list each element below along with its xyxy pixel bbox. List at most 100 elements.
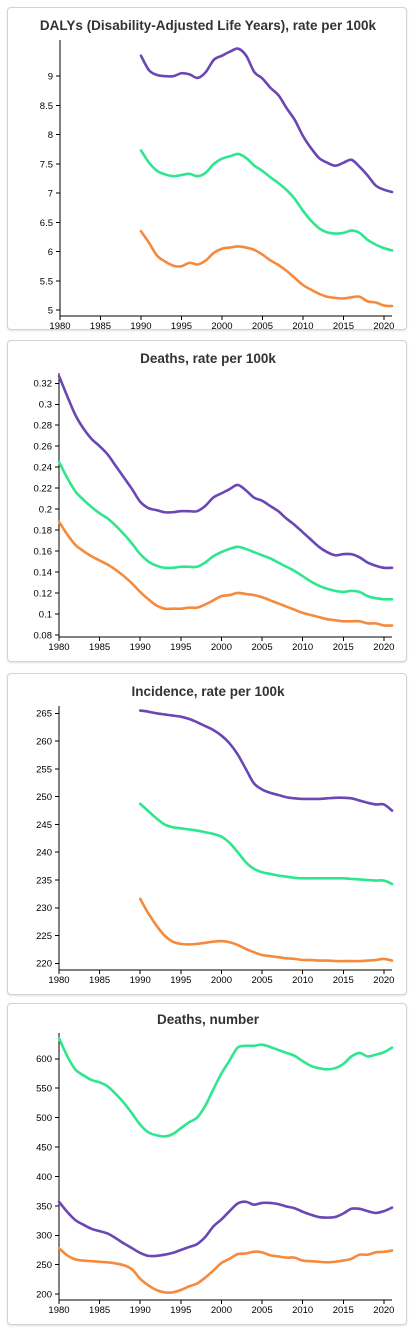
x-tick-label: 1990 bbox=[130, 321, 151, 330]
y-tick-label: 0.08 bbox=[34, 630, 53, 641]
y-tick-label: 0.18 bbox=[34, 525, 53, 536]
y-tick-label: 9 bbox=[48, 72, 53, 83]
x-tick-label: 2000 bbox=[211, 1305, 232, 1316]
x-tick-label: 2005 bbox=[251, 975, 272, 986]
dalys-chart: DALYs (Disability-Adjusted Life Years), … bbox=[40, 18, 395, 330]
purple-series-line bbox=[138, 709, 394, 812]
x-tick-label: 2015 bbox=[333, 1305, 354, 1316]
x-tick-label: 2015 bbox=[333, 975, 354, 986]
y-tick-label: 235 bbox=[36, 875, 52, 886]
x-tick-label: 2010 bbox=[292, 321, 313, 330]
x-tick-label: 1980 bbox=[49, 321, 70, 330]
y-tick-label: 0.16 bbox=[34, 546, 53, 557]
dalys-chart-panel: DALYs (Disability-Adjusted Life Years), … bbox=[7, 7, 407, 330]
x-tick-label: 1995 bbox=[170, 642, 191, 653]
purple-series-line bbox=[139, 47, 394, 194]
x-tick-label: 2020 bbox=[373, 321, 394, 330]
x-tick-label: 1990 bbox=[130, 975, 151, 986]
orange-series-line bbox=[57, 520, 394, 627]
y-tick-label: 600 bbox=[36, 1054, 52, 1065]
x-tick-label: 1980 bbox=[48, 975, 69, 986]
deaths-rate-chart-panel: Deaths, rate per 100k 1980 1985 1990 1995 200… bbox=[7, 340, 407, 662]
y-tick-label: 7 bbox=[48, 189, 53, 200]
y-tick-label: 350 bbox=[36, 1201, 52, 1212]
x-tick-label: 1980 bbox=[48, 642, 69, 653]
chart-title: Deaths, rate per 100k bbox=[140, 351, 276, 366]
x-tick-label: 1995 bbox=[171, 321, 192, 330]
x-tick-label: 2010 bbox=[292, 975, 313, 986]
y-tick-label: 0.24 bbox=[34, 463, 53, 474]
y-tick-label: 500 bbox=[36, 1113, 52, 1124]
green-series-line bbox=[57, 460, 394, 601]
x-tick-label: 2015 bbox=[333, 321, 354, 330]
y-tick-label: 0.32 bbox=[34, 379, 53, 390]
x-tick-label: 1990 bbox=[130, 1305, 151, 1316]
y-tick-label: 0.12 bbox=[34, 588, 53, 599]
y-tick-label: 220 bbox=[36, 959, 52, 970]
x-tick-label: 1985 bbox=[89, 1305, 110, 1316]
y-tick-label: 250 bbox=[36, 1260, 52, 1271]
purple-series-line bbox=[57, 1200, 394, 1258]
green-series-line bbox=[57, 1036, 394, 1138]
y-tick-label: 255 bbox=[36, 764, 52, 775]
x-tick-label: 1985 bbox=[89, 975, 110, 986]
y-tick-label: 0.26 bbox=[34, 442, 53, 453]
x-tick-label: 1995 bbox=[170, 1305, 191, 1316]
x-tick-label: 2000 bbox=[211, 975, 232, 986]
x-tick-label: 2020 bbox=[373, 1305, 394, 1316]
y-tick-label: 0.22 bbox=[34, 484, 53, 495]
orange-series-line bbox=[139, 229, 394, 308]
y-tick-label: 300 bbox=[36, 1231, 52, 1242]
y-tick-label: 450 bbox=[36, 1142, 52, 1153]
purple-series-line bbox=[57, 374, 394, 570]
y-tick-label: 550 bbox=[36, 1084, 52, 1095]
y-tick-label: 8.5 bbox=[40, 101, 53, 112]
y-tick-label: 5 bbox=[48, 306, 53, 317]
x-tick-label: 1980 bbox=[48, 1305, 69, 1316]
y-tick-label: 0.3 bbox=[39, 400, 52, 411]
chart-title: DALYs (Disability-Adjusted Life Years), … bbox=[40, 18, 377, 33]
x-tick-label: 2010 bbox=[292, 642, 313, 653]
x-tick-label: 1990 bbox=[130, 642, 151, 653]
deaths-rate-chart: Deaths, rate per 100k 1980 1985 1990 1995 200… bbox=[34, 351, 395, 653]
chart-title: Deaths, number bbox=[157, 1012, 260, 1027]
x-tick-label: 2020 bbox=[373, 975, 394, 986]
y-tick-label: 230 bbox=[36, 903, 52, 914]
x-tick-label: 2005 bbox=[251, 642, 272, 653]
x-tick-label: 2005 bbox=[251, 1305, 272, 1316]
y-tick-label: 0.1 bbox=[39, 609, 52, 620]
green-series-line bbox=[138, 802, 394, 886]
y-tick-label: 260 bbox=[36, 737, 52, 748]
x-tick-label: 2010 bbox=[292, 1305, 313, 1316]
y-tick-label: 245 bbox=[36, 820, 52, 831]
x-tick-label: 2015 bbox=[333, 642, 354, 653]
incidence-rate-chart: Incidence, rate per 100k 1980 1985 1990 1995… bbox=[36, 684, 394, 986]
x-tick-label: 2005 bbox=[252, 321, 273, 330]
green-series-line bbox=[139, 149, 394, 252]
y-tick-label: 250 bbox=[36, 792, 52, 803]
x-tick-label: 1985 bbox=[89, 642, 110, 653]
chart-title: Incidence, rate per 100k bbox=[131, 684, 285, 699]
deaths-number-chart-panel: Deaths, number 1980 1985 1990 1995 2000 2005 20… bbox=[7, 1003, 407, 1325]
y-tick-label: 6.5 bbox=[40, 218, 53, 229]
orange-series-line bbox=[138, 897, 394, 963]
y-tick-label: 240 bbox=[36, 848, 52, 859]
y-tick-label: 225 bbox=[36, 931, 52, 942]
orange-series-line bbox=[57, 1246, 394, 1294]
x-tick-label: 1985 bbox=[90, 321, 111, 330]
x-tick-label: 1995 bbox=[170, 975, 191, 986]
y-tick-label: 6 bbox=[48, 247, 53, 258]
y-tick-label: 400 bbox=[36, 1172, 52, 1183]
y-tick-label: 265 bbox=[36, 709, 52, 720]
y-tick-label: 0.14 bbox=[34, 567, 53, 578]
y-tick-label: 5.5 bbox=[40, 276, 53, 287]
x-tick-label: 2000 bbox=[211, 642, 232, 653]
y-tick-label: 8 bbox=[48, 130, 53, 141]
incidence-rate-chart-panel: Incidence, rate per 100k 1980 1985 1990 1995… bbox=[7, 673, 407, 995]
y-tick-label: 0.2 bbox=[39, 504, 52, 515]
y-tick-label: 7.5 bbox=[40, 159, 53, 170]
deaths-number-chart: Deaths, number 1980 1985 1990 1995 2000 2005 20… bbox=[36, 1012, 394, 1316]
y-tick-label: 0.28 bbox=[34, 421, 53, 432]
x-tick-label: 2000 bbox=[211, 321, 232, 330]
x-tick-label: 2020 bbox=[373, 642, 394, 653]
